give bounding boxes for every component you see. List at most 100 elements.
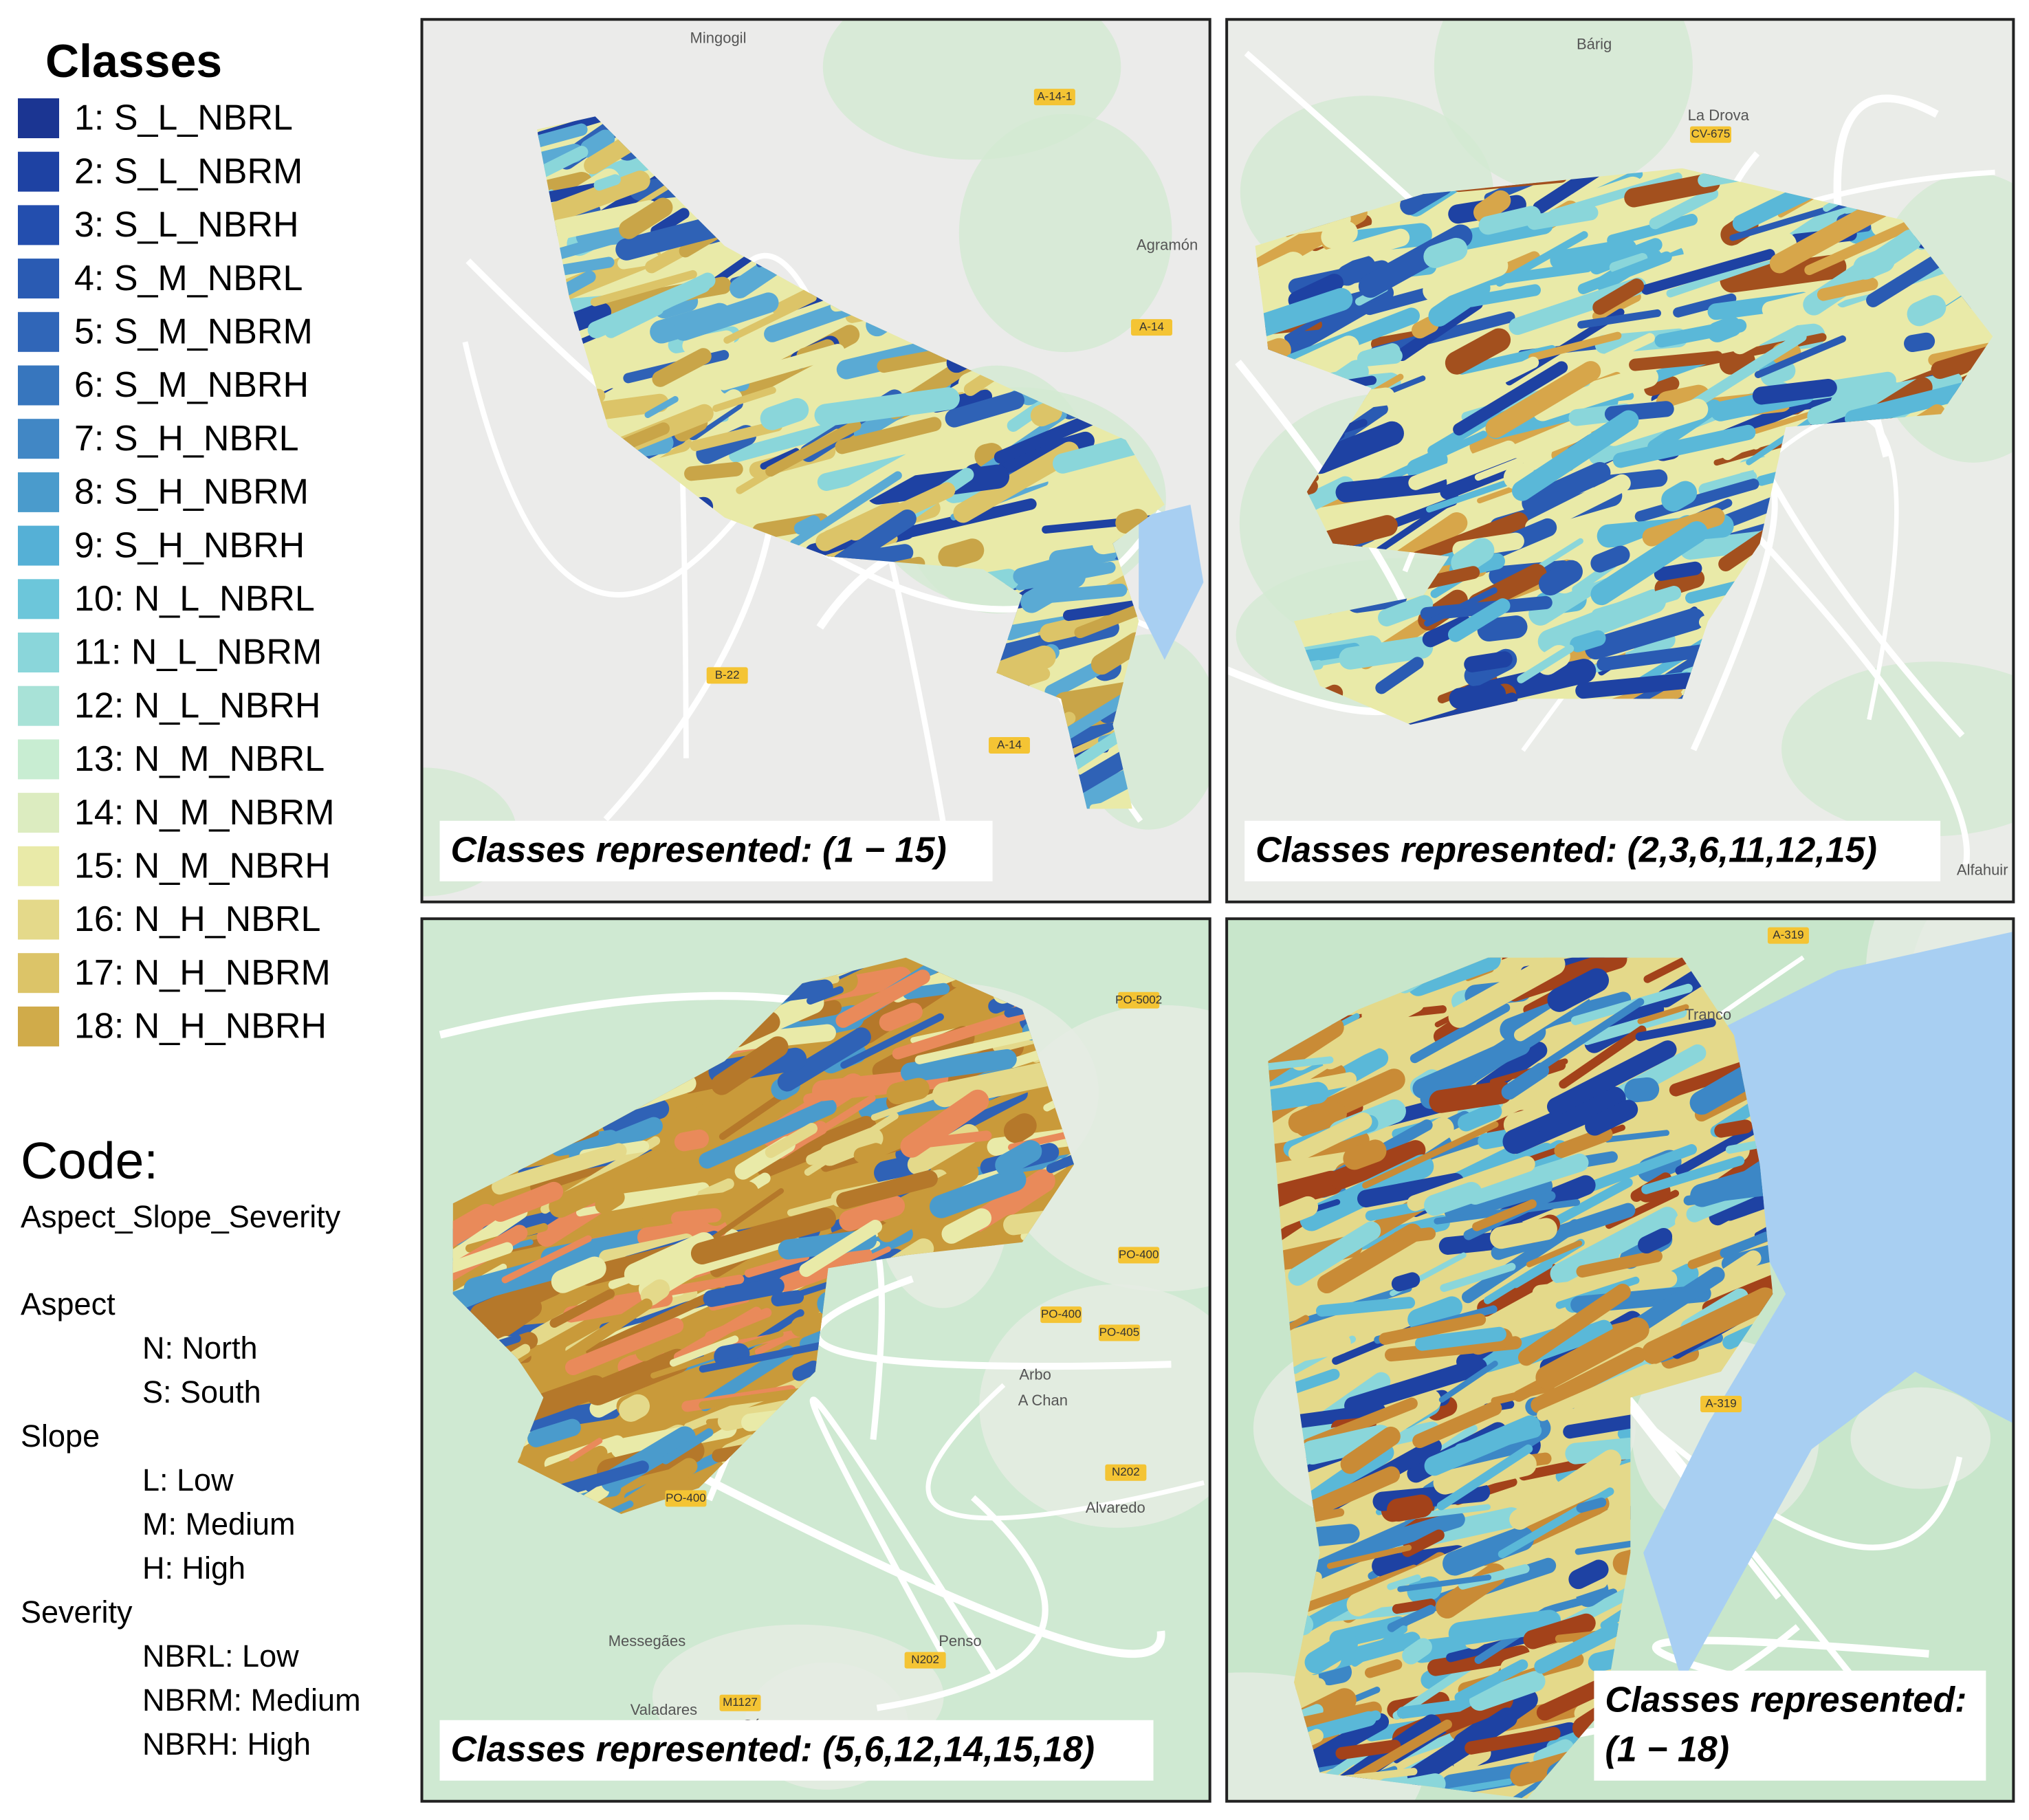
burn-patch [1277,1305,1390,1340]
burn-patch [684,461,743,481]
burn-patch [690,420,783,452]
land-patch [822,19,1121,160]
burn-patch [1046,1148,1075,1174]
burn-patch [886,1077,930,1105]
burn-patch [619,1394,650,1422]
burn-patch [1392,1227,1436,1244]
burn-patch [1412,1401,1502,1449]
burn-patch [1375,657,1424,694]
burn-patch [1003,1113,1037,1143]
burn-patch [799,1220,883,1278]
road [925,1383,1205,1521]
code-item: N: North [142,1330,258,1366]
caption: Classes represented: (2,3,6,11,12,15) [1255,830,1877,870]
burn-patch [1689,1197,1773,1249]
burn-patch [549,200,659,240]
burn-patch [1401,1529,1445,1557]
burn-patch [1339,636,1434,670]
burn-patch [839,1195,906,1231]
burn-patch [452,1204,498,1259]
burn-patch [1585,608,1705,660]
burn-patch [840,1013,944,1069]
burn-patch [1842,308,1890,336]
legend-label: 17: N_H_NBRM [74,953,331,993]
burn-patch [716,344,845,391]
legend-label: 9: S_H_NBRH [74,525,305,565]
burn-patch [1603,398,1709,446]
burn-patch [1099,455,1137,482]
panel-border [420,917,1211,1803]
burn-patch [501,1235,592,1284]
burn-patch [1424,1181,1482,1216]
road [809,1396,998,1676]
burn-patch [793,515,821,535]
burn-patch [1308,421,1404,474]
burn-patch [1539,1122,1575,1133]
burn-patch [1642,1287,1773,1365]
burn-patch [719,1087,793,1141]
burn-patch [847,482,956,541]
burn-patch [919,1130,992,1148]
burn-patch [1295,1102,1347,1137]
burn-patch [1532,1270,1678,1302]
burn-patch [1020,565,1086,613]
road-sign [719,1694,761,1711]
burn-patch [1577,251,1672,294]
legend-swatch [18,151,59,192]
legend-swatch [18,846,59,886]
road-sign-label: B-22 [715,668,740,681]
burn-patch [1478,206,1542,235]
caption-box [1594,1670,1986,1781]
burn-patch [690,1207,836,1264]
legend-label: 14: N_M_NBRM [74,793,335,833]
burn-patch [1391,1272,1421,1292]
burn-patch [1562,1144,1698,1201]
burn-patch [756,1116,877,1177]
burn-patch [699,1099,837,1169]
burn-patch [814,387,960,427]
road-sign-label: PO-405 [1099,1326,1140,1339]
burn-patch [1641,249,1775,295]
burn-patch [1288,1112,1372,1163]
burn-patch [1453,361,1568,436]
burn-patch [540,1298,652,1377]
legend-title: Classes [45,35,222,87]
burn-patch [853,1143,884,1163]
burn-patch [1590,545,1630,573]
place-label: La Drova [1688,107,1750,124]
burn-patch [1637,1004,1689,1024]
burn-patch [1407,1296,1462,1330]
burn-patch [1576,1498,1607,1513]
burn-patch [1638,1227,1673,1254]
legend-label: 15: N_M_NBRH [74,846,331,886]
burn-patch [1597,643,1718,671]
road-sign-label: A-14 [1139,320,1164,333]
burn-patch [1424,587,1498,627]
burn-patch [586,1287,724,1357]
road-sign-label: PO-400 [666,1491,706,1504]
legend-label: 5: S_M_NBRM [74,312,313,352]
burn-patch [1423,237,1468,268]
land-patch [1781,661,2014,837]
road [876,1495,1049,1711]
burn-patch [1452,356,1539,406]
legend-label: 4: S_M_NBRL [74,259,303,298]
burn-patch [1458,1564,1530,1590]
burn-patch [1326,1544,1412,1569]
burn-patch [661,1428,714,1465]
burn-patch [999,589,1139,626]
burn-patch [1604,1130,1670,1143]
burn-patch [995,1140,1042,1176]
road-sign-label: A-14 [997,738,1022,752]
road [813,1275,1172,1370]
burn-patch [1090,632,1147,675]
burn-patch [971,1169,1055,1232]
burn-patch [1576,1250,1663,1278]
road-sign-label: M1127 [723,1696,758,1709]
map-content: Arbo A Chan Alvaredo Messegães Penso Valadare… [421,919,1210,1801]
burn-patch [1654,561,1702,581]
map-panel: Arbo A Chan Alvaredo Messegães Penso Valadare… [420,917,1211,1803]
burn-patch [765,1123,818,1159]
burn-patch [543,181,611,203]
